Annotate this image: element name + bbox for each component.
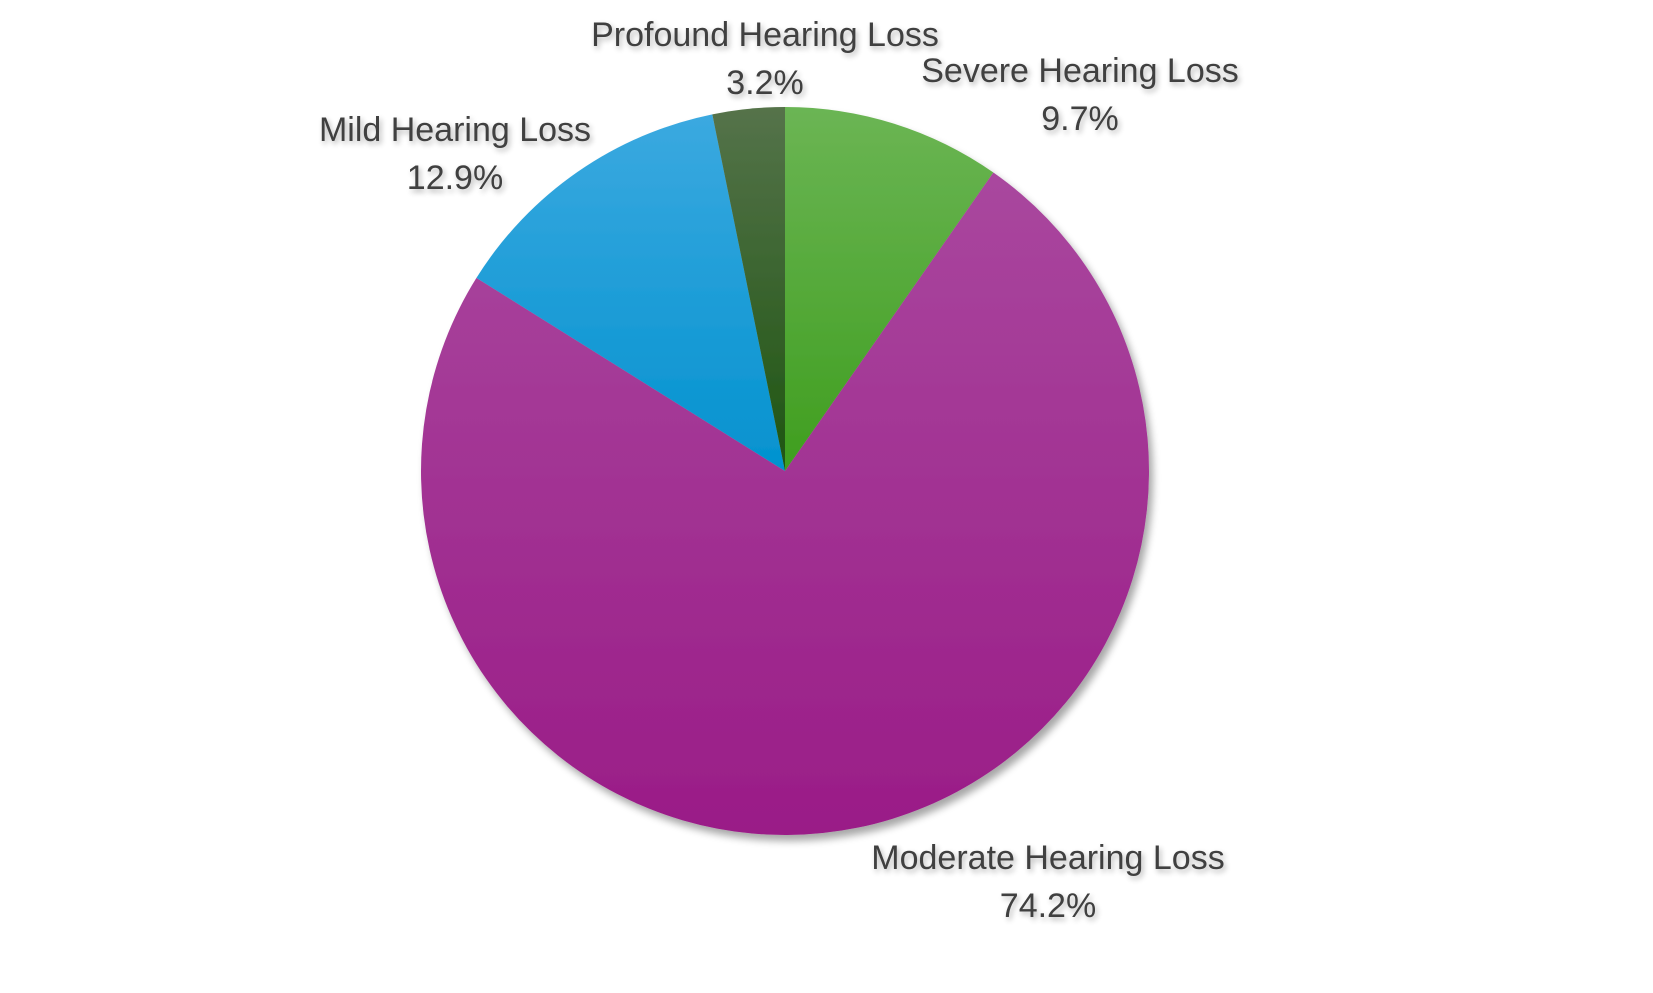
slice-severe-hearing-loss [785,107,994,471]
slice-label-profound-hearing-loss: Profound Hearing Loss [591,16,939,54]
slice-profound-hearing-loss [712,107,785,471]
slice-label-moderate-hearing-loss: Moderate Hearing Loss [871,839,1224,877]
pie-slices [421,107,1150,836]
slice-value-severe-hearing-loss: 9.7% [1041,100,1119,138]
slice-value-mild-hearing-loss: 12.9% [407,159,503,197]
slice-label-mild-hearing-loss: Mild Hearing Loss [319,111,591,149]
pie-labels: Severe Hearing Loss 9.7% Moderate Hearing … [319,16,1239,925]
slice-value-profound-hearing-loss: 3.2% [726,64,804,102]
slice-mild-hearing-loss [476,114,785,471]
slice-value-moderate-hearing-loss: 74.2% [1000,887,1096,925]
slice-moderate-hearing-loss [421,172,1150,836]
slice-label-severe-hearing-loss: Severe Hearing Loss [921,52,1239,90]
